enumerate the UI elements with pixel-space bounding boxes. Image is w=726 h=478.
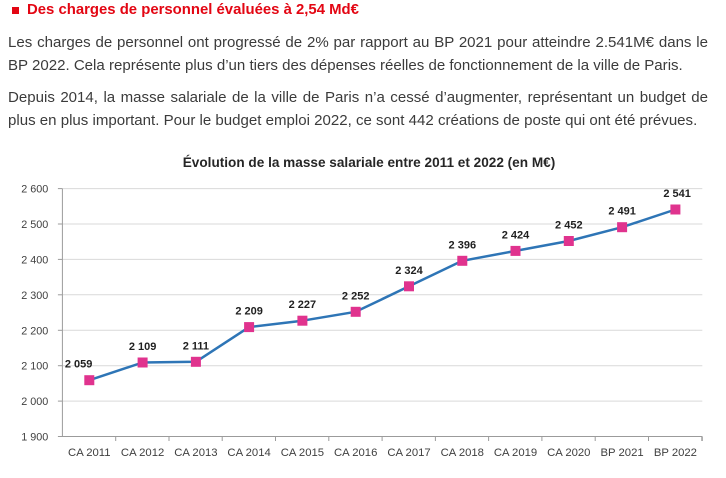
svg-text:CA 2013: CA 2013 [174,447,217,459]
svg-text:Évolution de la masse salarial: Évolution de la masse salariale entre 20… [183,155,556,170]
svg-text:2 396: 2 396 [449,239,477,251]
svg-text:CA 2012: CA 2012 [121,447,164,459]
svg-text:CA 2016: CA 2016 [334,447,377,459]
svg-text:2 400: 2 400 [21,254,48,266]
svg-text:2 100: 2 100 [21,361,48,373]
svg-text:2 109: 2 109 [129,341,157,353]
svg-text:2 209: 2 209 [235,306,263,318]
svg-text:2 541: 2 541 [663,188,691,200]
svg-text:2 324: 2 324 [395,265,423,277]
svg-text:2 252: 2 252 [342,290,370,302]
svg-text:2 491: 2 491 [608,206,636,218]
svg-text:BP 2021: BP 2021 [601,447,644,459]
svg-text:CA 2011: CA 2011 [68,447,111,459]
svg-text:2 452: 2 452 [555,220,583,232]
svg-text:2 059: 2 059 [65,359,93,371]
svg-text:2 111: 2 111 [183,340,209,352]
svg-text:CA 2015: CA 2015 [281,447,324,459]
svg-text:2 000: 2 000 [21,396,48,408]
svg-text:CA 2018: CA 2018 [441,447,484,459]
svg-text:CA 2017: CA 2017 [387,447,430,459]
svg-text:BP 2022: BP 2022 [654,447,697,459]
svg-text:1 900: 1 900 [21,432,48,444]
svg-text:2 424: 2 424 [502,229,530,241]
svg-text:CA 2019: CA 2019 [494,447,537,459]
svg-text:CA 2014: CA 2014 [227,447,270,459]
svg-text:2 227: 2 227 [289,299,317,311]
svg-text:2 200: 2 200 [21,325,48,337]
svg-text:2 600: 2 600 [21,184,48,196]
svg-text:2 300: 2 300 [21,290,48,302]
svg-text:2 500: 2 500 [21,219,48,231]
svg-text:CA 2020: CA 2020 [547,447,590,459]
